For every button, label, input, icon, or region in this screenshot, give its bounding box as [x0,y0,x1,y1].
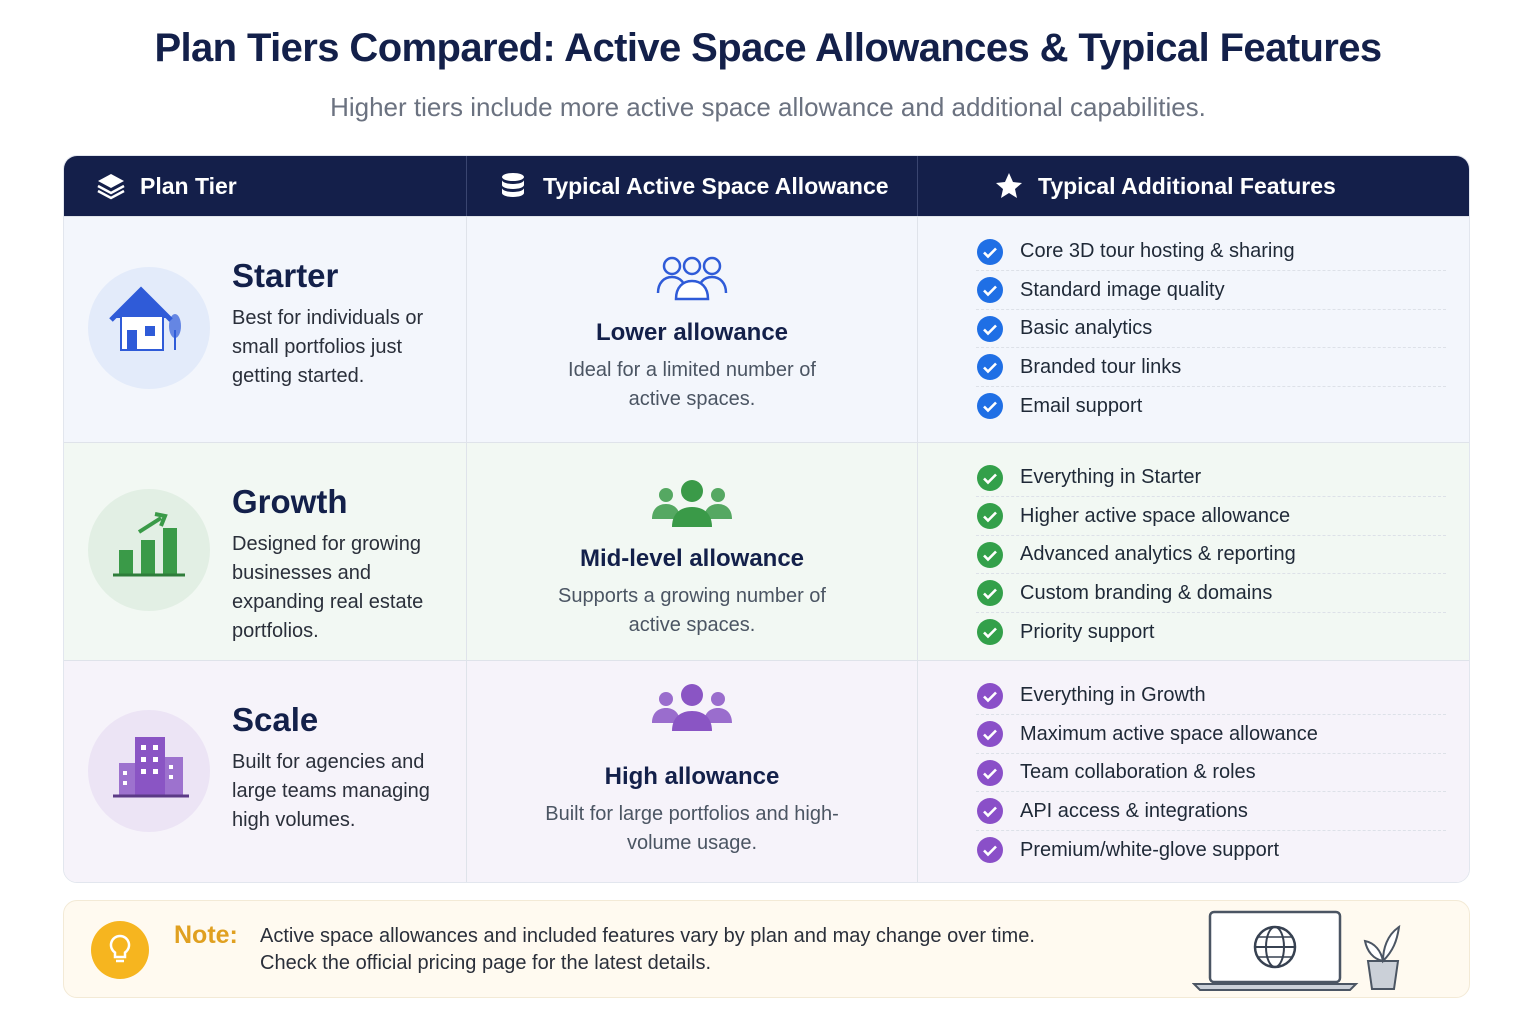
check-icon [977,682,1003,709]
feature-item: Advanced analytics & reporting [976,536,1446,575]
tier-icon [113,737,189,798]
feature-text: Email support [1020,394,1143,417]
feature-text: Maximum active space allowance [1020,722,1318,745]
laptop-illustration [1192,910,1401,991]
allowance-cell: High allowance Built for large portfolios… [467,661,918,882]
column-header-text: Plan Tier [140,172,237,199]
column-header-text: Typical Active Space Allowance [543,172,889,199]
table-row: Growth Designed for growing businesses an… [64,442,1469,660]
check-icon [977,837,1003,864]
feature-item: Standard image quality [976,272,1446,310]
feature-text: Everything in Growth [1020,684,1206,706]
allowance-description: Supports a growing number of active spac… [558,585,826,636]
note-text: Check the official pricing page for the … [260,952,711,974]
tier-icon [109,286,181,351]
note-box: Note: Active space allowances and includ… [63,900,1470,998]
feature-text: Basic analytics [1020,317,1153,340]
allowance-title: Mid-level allowance [579,545,805,572]
allowance-icon [652,480,732,527]
feature-item: Maximum active space allowance [976,716,1446,754]
tier-description: Designed for growing businesses and expa… [232,533,424,642]
tier-cell: Growth Designed for growing businesses an… [64,443,467,660]
check-icon [977,354,1003,381]
check-icon [977,238,1003,265]
feature-text: Standard image quality [1020,278,1225,301]
feature-text: Higher active space allowance [1020,504,1291,527]
header-icon [996,173,1022,198]
feature-text: API access & integrations [1020,799,1248,822]
allowance-title: Lower allowance [595,319,789,346]
feature-text: Custom branding & domains [1020,581,1273,604]
header-icon [502,173,524,197]
tier-icon [113,512,185,577]
check-icon [977,541,1003,568]
check-icon [977,393,1003,420]
check-icon [977,759,1003,786]
check-icon [977,580,1003,607]
feature-item: Priority support [976,613,1446,651]
feature-item: API access & integrations [976,793,1446,831]
column-header-text: Typical Additional Features [1038,172,1336,199]
title: Plan Tiers Compared: Active Space Allowa… [154,26,1382,70]
header-icon [97,174,125,200]
table-row: Scale Built for agencies and large teams … [64,660,1469,882]
tier-cell: Scale Built for agencies and large teams … [64,661,467,882]
column-header: Typical Additional Features [918,156,1469,216]
tier-cell: Starter Best for individuals or small por… [64,217,467,442]
allowance-cell: Mid-level allowance Supports a growing nu… [467,443,918,660]
feature-item: Premium/white-glove support [976,831,1446,869]
tier-icon-bg [88,710,210,832]
allowance-cell: Lower allowance Ideal for a limited numbe… [467,217,918,442]
feature-item: Custom branding & domains [976,575,1446,613]
features-cell: Core 3D tour hosting & sharing Standard i… [918,217,1469,442]
allowance-icon [656,256,728,301]
feature-text: Everything in Starter [1020,466,1202,488]
check-icon [977,721,1003,748]
table-row: Starter Best for individuals or small por… [64,216,1469,442]
allowance-title: High allowance [604,763,780,790]
allowance-description: Built for large portfolios and high-volu… [545,803,839,854]
tier-icon-bg [88,489,210,611]
tier-description: Built for agencies and large teams manag… [232,751,430,831]
note-text: Active space allowances and included fea… [260,925,1035,947]
subtitle: Higher tiers include more active space a… [330,92,1206,122]
feature-item: Higher active space allowance [976,498,1446,536]
feature-item: Everything in Starter [976,459,1446,497]
feature-text: Advanced analytics & reporting [1020,543,1296,566]
feature-item: Email support [976,387,1446,425]
check-icon [977,315,1003,342]
tier-description: Best for individuals or small portfolios… [232,307,424,387]
features-cell: Everything in Growth Maximum active space… [918,661,1469,882]
feature-item: Everything in Growth [976,677,1446,715]
check-icon [977,464,1003,491]
check-icon [977,798,1003,825]
feature-text: Priority support [1020,620,1155,643]
allowance-icon [652,684,732,731]
bulb-icon [91,921,149,979]
feature-text: Team collaboration & roles [1020,761,1256,784]
allowance-description: Ideal for a limited number of active spa… [568,359,816,410]
feature-item: Team collaboration & roles [976,754,1446,793]
column-header: Typical Active Space Allowance [467,156,918,216]
table-header: Plan Tier Typical Active Space Allowance T… [64,156,1469,216]
tier-name: Growth [232,483,348,520]
feature-text: Premium/white-glove support [1020,838,1279,861]
note-label: Note: [174,921,238,949]
check-icon [977,277,1003,304]
check-icon [977,619,1003,646]
check-icon [977,503,1003,530]
tier-icon-bg [88,267,210,389]
comparison-table: Plan Tier Typical Active Space Allowance T… [63,155,1470,883]
column-header: Plan Tier [64,156,467,216]
feature-text: Core 3D tour hosting & sharing [1020,240,1295,262]
tier-name: Scale [232,701,319,738]
feature-item: Branded tour links [976,349,1446,387]
feature-item: Basic analytics [976,310,1446,349]
features-cell: Everything in Starter Higher active space… [918,443,1469,660]
tier-name: Starter [232,257,339,294]
feature-text: Branded tour links [1020,355,1182,378]
feature-item: Core 3D tour hosting & sharing [976,233,1446,271]
